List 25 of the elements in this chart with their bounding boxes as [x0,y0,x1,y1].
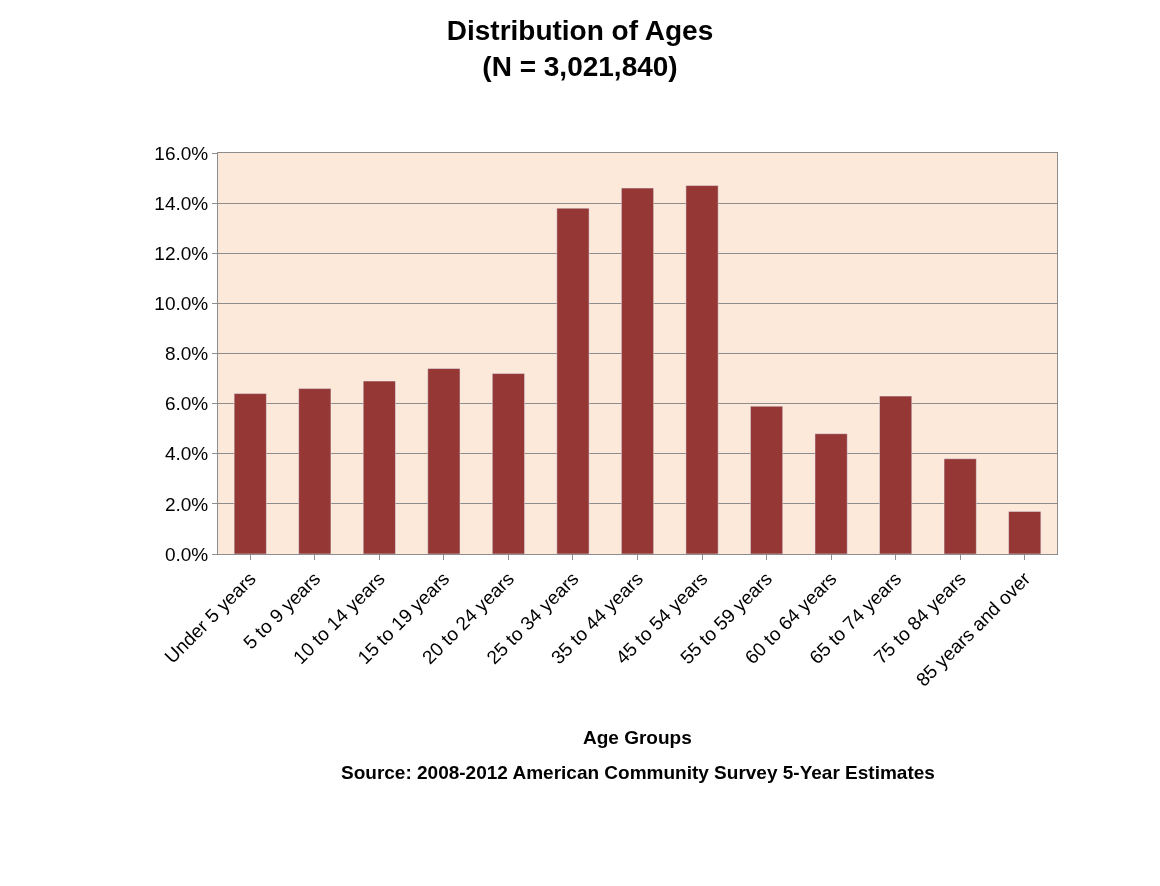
bar [879,395,913,554]
y-tick-label: 12.0% [154,242,209,264]
y-tick-label: 0.0% [164,543,209,565]
bar [750,405,783,554]
source-note: Source: 2008-2012 American Community Survey 5-Year Estimates [341,762,935,783]
bar [685,185,719,554]
bar [233,393,267,554]
y-tick-label: 4.0% [164,443,209,465]
y-tick-label: 8.0% [164,343,209,365]
y-tick-label: 2.0% [164,493,209,515]
x-axis-title: Age Groups [583,727,692,748]
bar [427,368,461,554]
bar [621,187,654,554]
chart-title: Distribution of Ages (N = 3,021,840) [446,14,714,83]
y-tick-label: 6.0% [164,393,209,415]
bar [362,380,396,554]
bar [298,388,332,554]
bar [943,458,977,554]
y-tick-label: 10.0% [154,293,209,315]
bar [492,373,525,554]
bar [556,207,590,554]
y-tick-label: 16.0% [154,142,209,164]
bar [1008,511,1042,554]
y-tick-label: 14.0% [154,192,209,214]
bar [814,433,848,554]
